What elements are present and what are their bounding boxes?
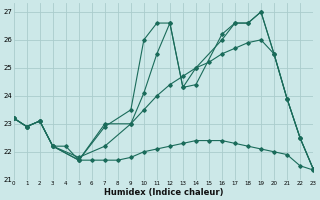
X-axis label: Humidex (Indice chaleur): Humidex (Indice chaleur) — [104, 188, 223, 197]
